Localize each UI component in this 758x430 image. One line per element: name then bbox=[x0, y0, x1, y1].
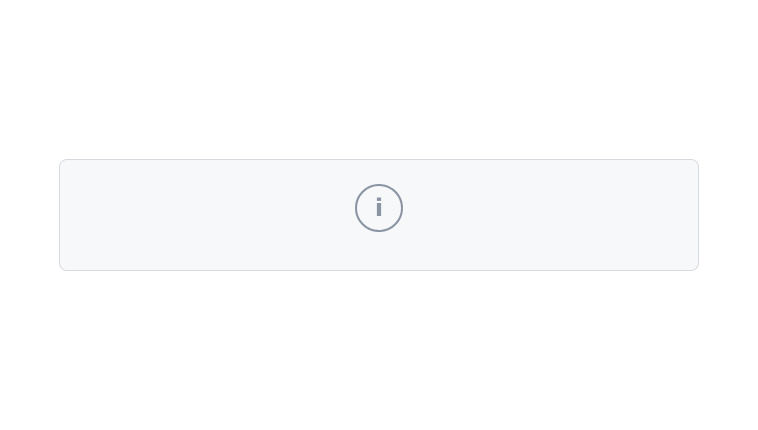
unavailable-notice: i bbox=[59, 159, 699, 271]
info-icon: i bbox=[355, 184, 403, 232]
